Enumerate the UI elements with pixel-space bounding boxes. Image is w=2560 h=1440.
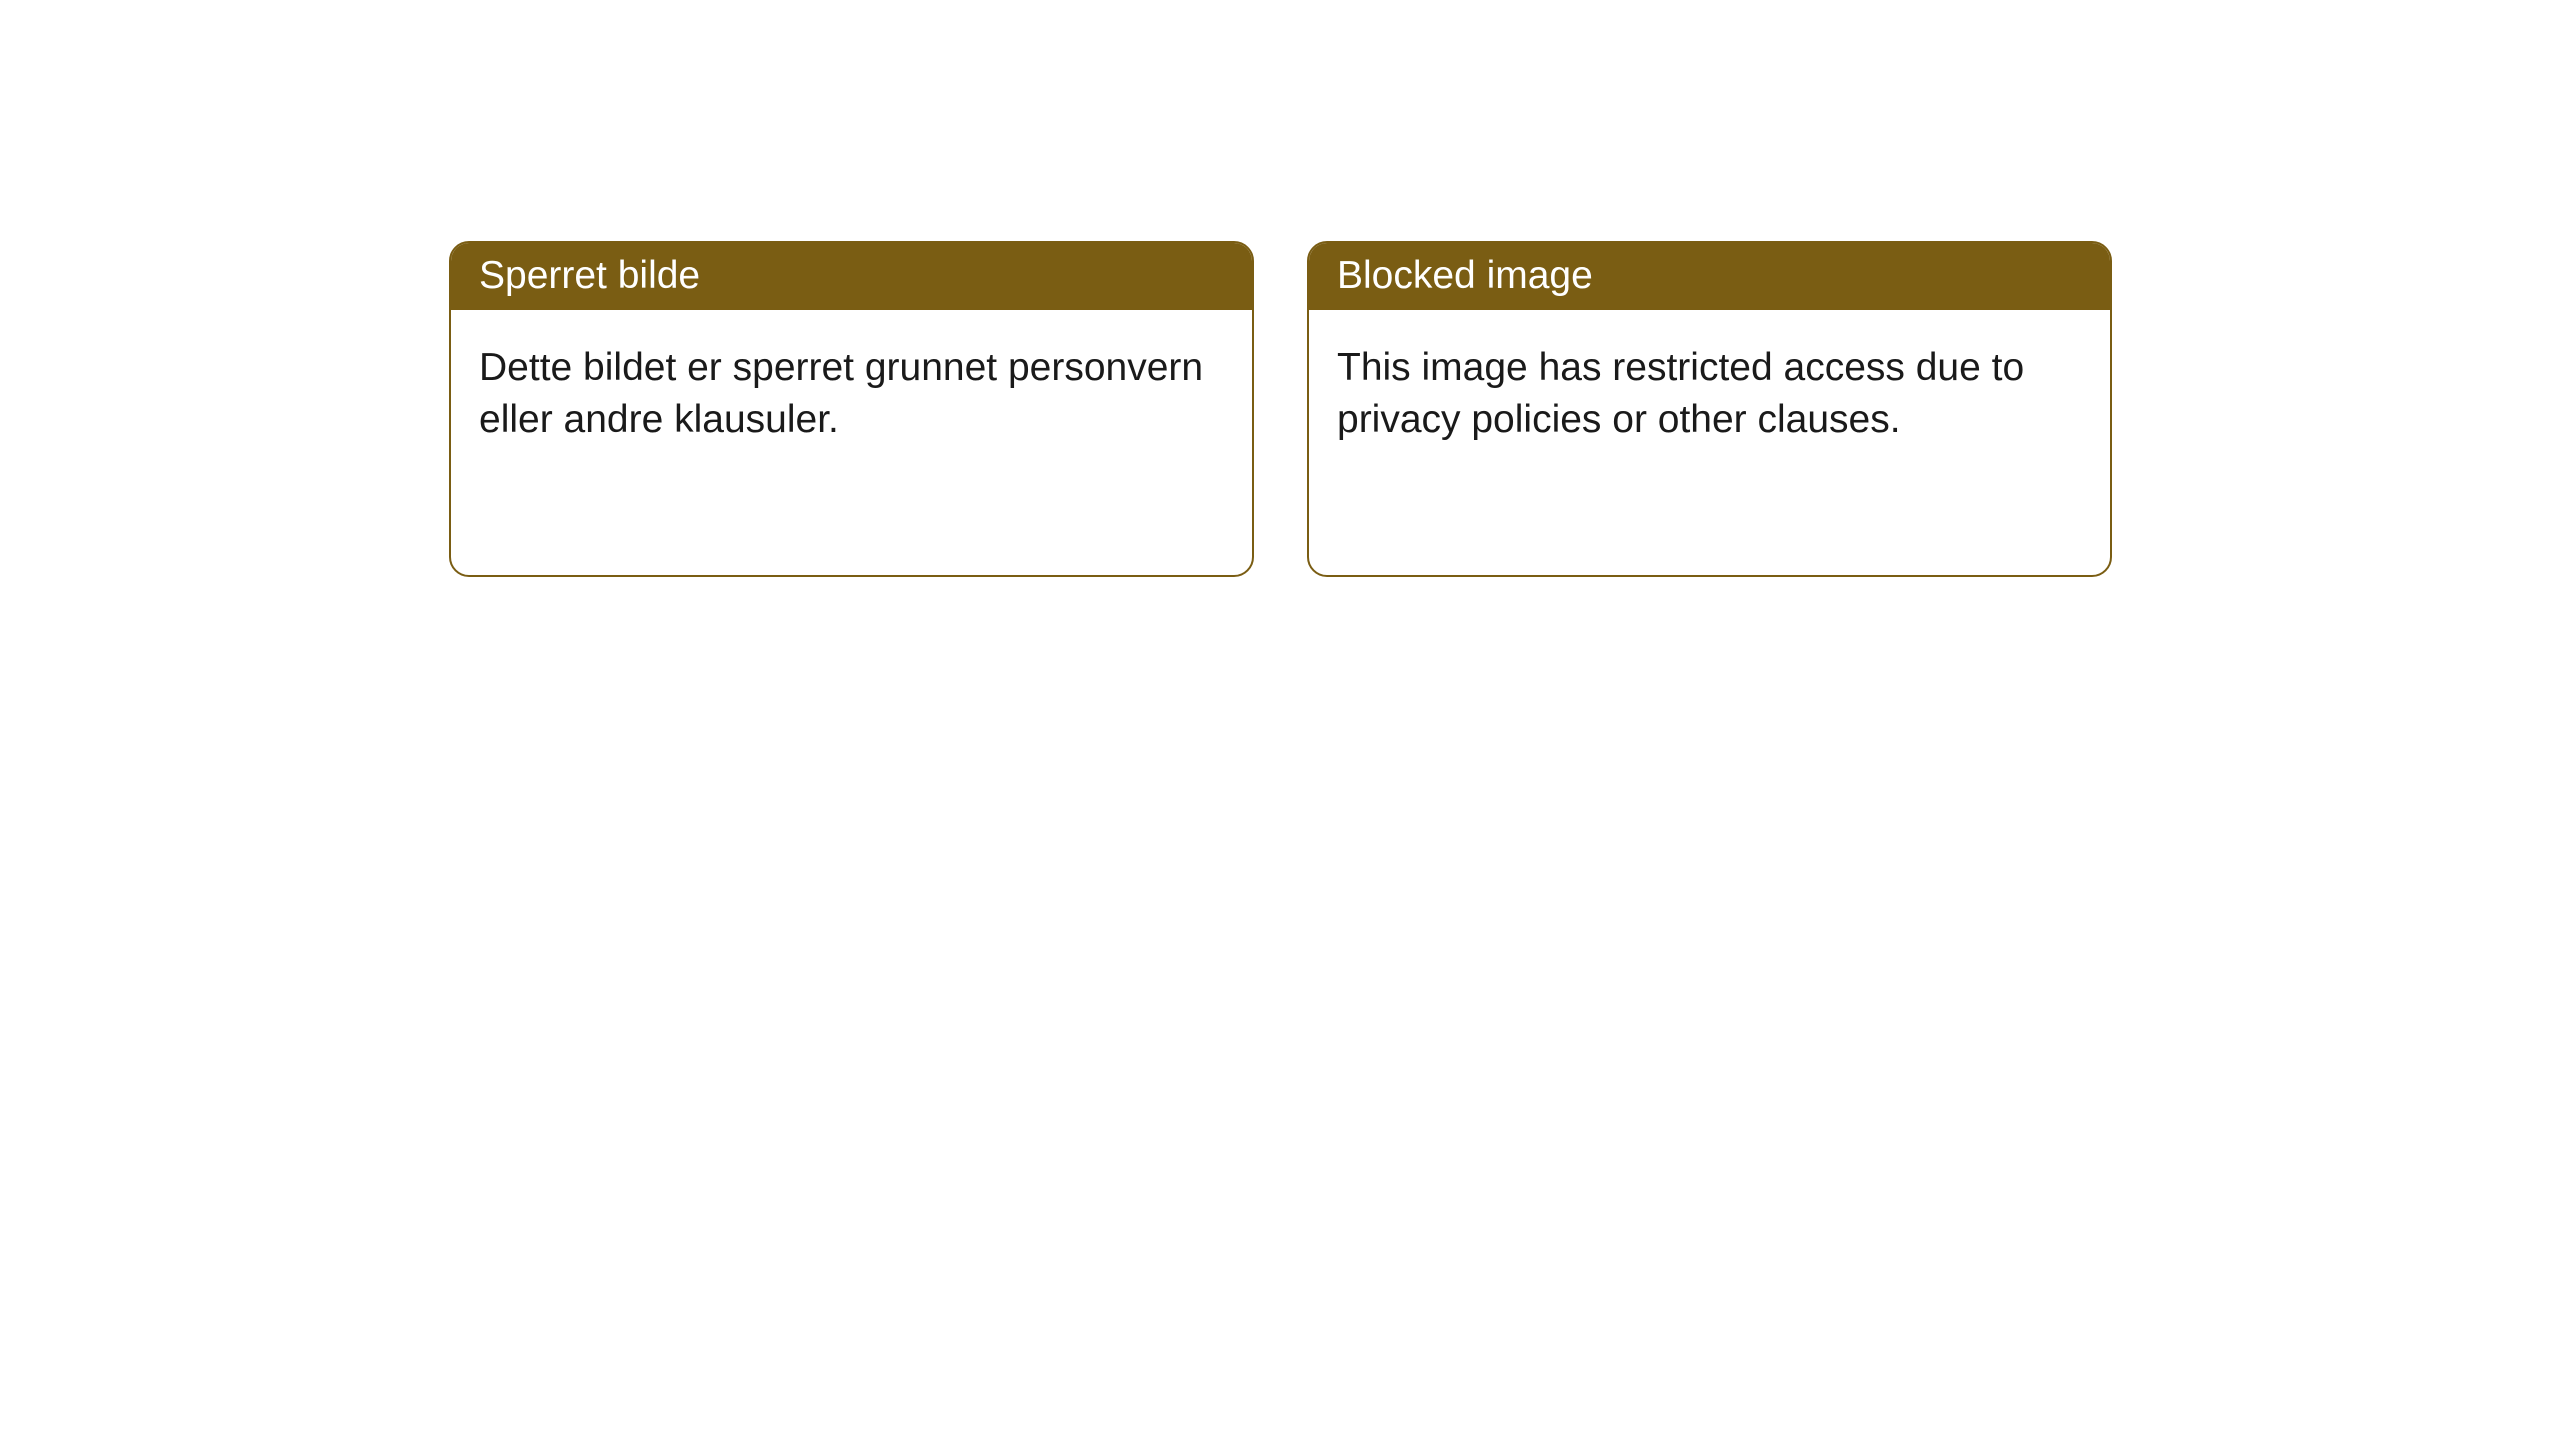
card-header: Blocked image [1309, 243, 2110, 310]
blocked-image-card-norwegian: Sperret bilde Dette bildet er sperret gr… [449, 241, 1254, 577]
card-header: Sperret bilde [451, 243, 1252, 310]
card-message: This image has restricted access due to … [1337, 346, 2024, 442]
card-body: This image has restricted access due to … [1309, 310, 2110, 479]
card-title: Blocked image [1337, 254, 1593, 297]
card-body: Dette bildet er sperret grunnet personve… [451, 310, 1252, 479]
blocked-image-card-english: Blocked image This image has restricted … [1307, 241, 2112, 577]
cards-container: Sperret bilde Dette bildet er sperret gr… [449, 241, 2112, 577]
card-title: Sperret bilde [479, 254, 700, 297]
card-message: Dette bildet er sperret grunnet personve… [479, 346, 1203, 442]
